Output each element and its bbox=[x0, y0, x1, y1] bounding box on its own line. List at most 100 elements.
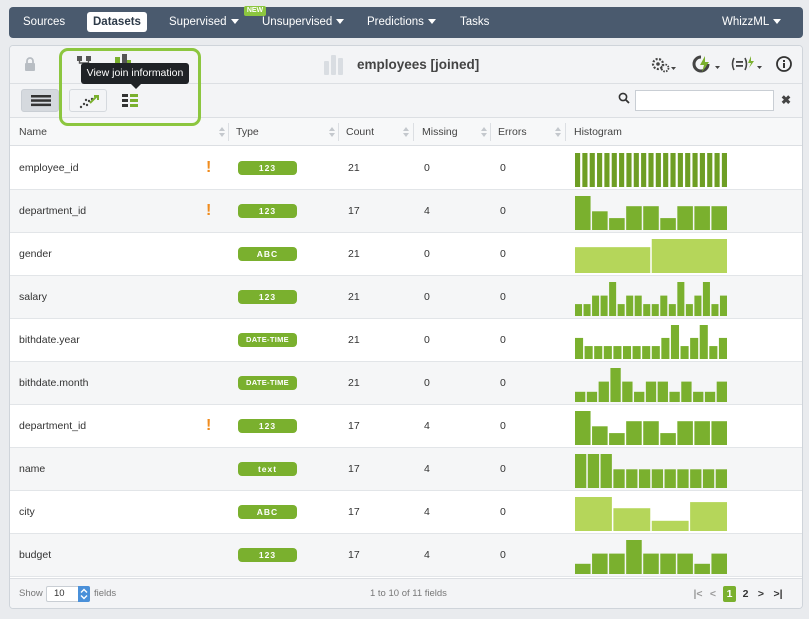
configure-icon[interactable] bbox=[651, 56, 677, 77]
field-type-badge: 123 bbox=[238, 419, 297, 433]
show-label: Show bbox=[19, 588, 43, 599]
last-page-button[interactable]: >| bbox=[773, 588, 783, 600]
lock-icon[interactable] bbox=[24, 57, 36, 74]
nav-unsupervised[interactable]: Unsupervised bbox=[262, 16, 345, 28]
nav-supervised[interactable]: Supervised bbox=[169, 16, 239, 28]
field-name[interactable]: employee_id bbox=[19, 162, 79, 174]
nav-sources[interactable]: Sources bbox=[23, 16, 65, 28]
histogram-bar bbox=[694, 295, 702, 316]
histogram-bar bbox=[587, 454, 600, 488]
join-info-button[interactable] bbox=[116, 89, 144, 112]
table-row[interactable]: city ABC 17 4 0 bbox=[10, 491, 802, 534]
page-1-button[interactable]: 1 bbox=[723, 586, 736, 602]
histogram-bar bbox=[651, 346, 660, 359]
sort-icon[interactable] bbox=[403, 127, 409, 137]
sort-icon[interactable] bbox=[329, 127, 335, 137]
per-page-select[interactable]: 10 bbox=[46, 586, 90, 602]
flatline-icon[interactable] bbox=[730, 55, 764, 76]
histogram[interactable] bbox=[575, 196, 727, 230]
table-row[interactable]: department_id! 123 17 4 0 bbox=[10, 405, 802, 448]
histogram-bar bbox=[716, 381, 727, 402]
dataset-panel: employees [joined] ✖ Name bbox=[9, 45, 803, 609]
histogram[interactable] bbox=[575, 411, 727, 445]
histogram-bar bbox=[690, 337, 699, 359]
col-header-type[interactable]: Type bbox=[236, 126, 259, 138]
table-row[interactable]: gender ABC 21 0 0 bbox=[10, 233, 802, 276]
table-row[interactable]: department_id! 123 17 4 0 bbox=[10, 190, 802, 233]
field-name[interactable]: department_id bbox=[19, 420, 87, 432]
histogram-bar bbox=[575, 153, 581, 187]
field-name[interactable]: city bbox=[19, 506, 35, 518]
histogram-bar bbox=[613, 508, 651, 531]
histogram-bar bbox=[711, 206, 727, 230]
warning-icon[interactable]: ! bbox=[206, 202, 212, 219]
next-page-button[interactable]: > bbox=[757, 588, 765, 600]
table-row[interactable]: budget 123 17 4 0 bbox=[10, 534, 802, 577]
first-page-button[interactable]: |< bbox=[693, 588, 703, 600]
histogram-bar bbox=[677, 553, 693, 574]
field-name[interactable]: name bbox=[19, 463, 46, 475]
clear-search-icon[interactable]: ✖ bbox=[780, 93, 792, 107]
info-icon[interactable] bbox=[776, 56, 792, 75]
histogram[interactable] bbox=[575, 325, 727, 359]
join-info-icon bbox=[122, 94, 138, 107]
sort-icon[interactable] bbox=[219, 127, 225, 137]
histogram-bar bbox=[575, 196, 591, 230]
column-divider bbox=[413, 123, 414, 141]
nav-predictions[interactable]: Predictions bbox=[367, 16, 436, 28]
col-header-missing[interactable]: Missing bbox=[422, 126, 458, 138]
table-row[interactable]: bithdate.year DATE-TIME 21 0 0 bbox=[10, 319, 802, 362]
search-input[interactable] bbox=[635, 90, 774, 111]
field-errors: 0 bbox=[500, 420, 506, 432]
histogram-bar bbox=[643, 421, 659, 445]
select-arrow-icon[interactable] bbox=[78, 586, 90, 602]
scatterplot-view-button[interactable] bbox=[69, 89, 107, 112]
histogram-bar bbox=[609, 218, 625, 230]
field-name[interactable]: gender bbox=[19, 248, 52, 260]
field-name[interactable]: bithdate.month bbox=[19, 377, 89, 389]
sort-icon[interactable] bbox=[481, 127, 487, 137]
col-header-name[interactable]: Name bbox=[19, 126, 48, 138]
histogram[interactable] bbox=[575, 239, 727, 273]
histogram[interactable] bbox=[575, 153, 727, 187]
field-name[interactable]: salary bbox=[19, 291, 48, 303]
table-row[interactable]: employee_id! 123 21 0 0 bbox=[10, 147, 802, 190]
field-errors: 0 bbox=[500, 549, 506, 561]
warning-icon[interactable]: ! bbox=[206, 417, 212, 434]
table-row[interactable]: salary 123 21 0 0 bbox=[10, 276, 802, 319]
field-name[interactable]: bithdate.year bbox=[19, 334, 80, 346]
nav-tasks[interactable]: Tasks bbox=[460, 16, 489, 28]
warning-icon[interactable]: ! bbox=[206, 159, 212, 176]
one-click-model-icon[interactable] bbox=[692, 55, 722, 76]
histogram-bar bbox=[714, 153, 720, 187]
histogram-bar bbox=[643, 206, 659, 230]
histogram-bar bbox=[575, 304, 583, 316]
histogram[interactable] bbox=[575, 454, 727, 488]
table-row[interactable]: bithdate.month DATE-TIME 21 0 0 bbox=[10, 362, 802, 405]
page-2-button[interactable]: 2 bbox=[742, 588, 749, 600]
user-menu[interactable]: WhizzML bbox=[722, 16, 782, 28]
histogram-bar bbox=[609, 553, 625, 574]
field-name[interactable]: budget bbox=[19, 549, 52, 561]
histogram-bar bbox=[626, 153, 632, 187]
sort-icon[interactable] bbox=[555, 127, 561, 137]
histogram[interactable] bbox=[575, 368, 727, 402]
histogram-bar bbox=[592, 211, 608, 230]
histogram-bar bbox=[685, 304, 693, 316]
field-name[interactable]: department_id bbox=[19, 205, 87, 217]
table-row[interactable]: name text 17 4 0 bbox=[10, 448, 802, 491]
histogram[interactable] bbox=[575, 282, 727, 316]
nav-datasets[interactable]: Datasets bbox=[87, 12, 147, 32]
col-header-count[interactable]: Count bbox=[346, 126, 375, 138]
table-footer: Show 10 fields 1 to 10 of 11 fields |< <… bbox=[10, 578, 802, 608]
col-header-errors[interactable]: Errors bbox=[498, 126, 527, 138]
histogram-bar bbox=[642, 346, 651, 359]
dataset-icon bbox=[324, 55, 345, 75]
histogram[interactable] bbox=[575, 497, 727, 531]
histogram-bar bbox=[655, 153, 661, 187]
list-view-button[interactable] bbox=[21, 89, 59, 112]
histogram-bar bbox=[704, 391, 716, 402]
prev-page-button[interactable]: < bbox=[709, 588, 717, 600]
histogram[interactable] bbox=[575, 540, 727, 574]
field-missing: 4 bbox=[424, 463, 430, 475]
